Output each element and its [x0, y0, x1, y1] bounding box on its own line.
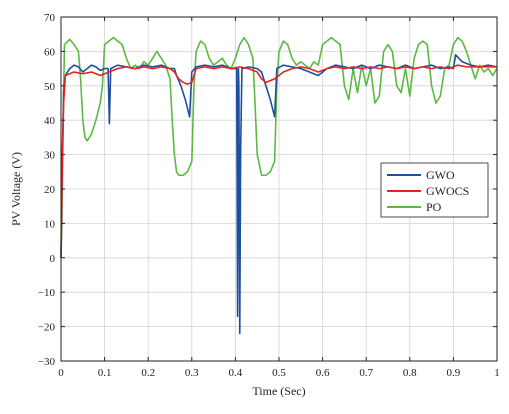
- y-axis-label: PV Voltage (V): [9, 152, 23, 226]
- x-tick-label: 0.7: [359, 367, 373, 379]
- y-tick-label: 0: [50, 253, 56, 265]
- legend-label-gwo: GWO: [426, 168, 455, 182]
- y-tick-label: 70: [44, 12, 56, 24]
- y-tick-label: 20: [44, 184, 56, 196]
- x-tick-label: 0: [58, 367, 64, 379]
- x-tick-label: 0.6: [316, 367, 330, 379]
- legend-label-gwocs: GWOCS: [426, 184, 469, 198]
- x-tick-label: 0.3: [185, 367, 199, 379]
- x-tick-label: 0.2: [141, 367, 155, 379]
- x-tick-label: 1: [494, 367, 500, 379]
- series-line-gwocs: [60, 64, 497, 258]
- series-lines: [60, 36, 498, 335]
- series-line-po: [60, 36, 498, 258]
- y-tick-label: 10: [44, 218, 56, 230]
- y-tick-label: 30: [44, 150, 56, 162]
- series-line-gwo: [60, 54, 498, 335]
- legend-label-po: PO: [426, 200, 442, 214]
- x-tick-label: 0.4: [229, 367, 243, 379]
- x-tick-label: 0.8: [403, 367, 417, 379]
- x-tick-label: 0.1: [98, 367, 112, 379]
- x-tick-label: 0.5: [272, 367, 286, 379]
- y-tick-label: −30: [38, 356, 56, 368]
- y-tick-label: 50: [44, 81, 56, 93]
- x-axis-label: Time (Sec): [252, 384, 305, 398]
- y-tick-label: −20: [38, 322, 56, 334]
- y-tick-label: 60: [44, 46, 56, 58]
- x-tick-label: 0.9: [447, 367, 461, 379]
- y-tick-label: 40: [44, 115, 56, 127]
- legend: GWO GWOCS PO: [380, 162, 489, 218]
- axis-ticks: 0 0.1 0.2 0.3 0.4 0.5 0.6 0.7 0.8 0.9 1 −30 −20 −10 0 1…: [38, 12, 500, 379]
- y-tick-label: −10: [38, 287, 56, 299]
